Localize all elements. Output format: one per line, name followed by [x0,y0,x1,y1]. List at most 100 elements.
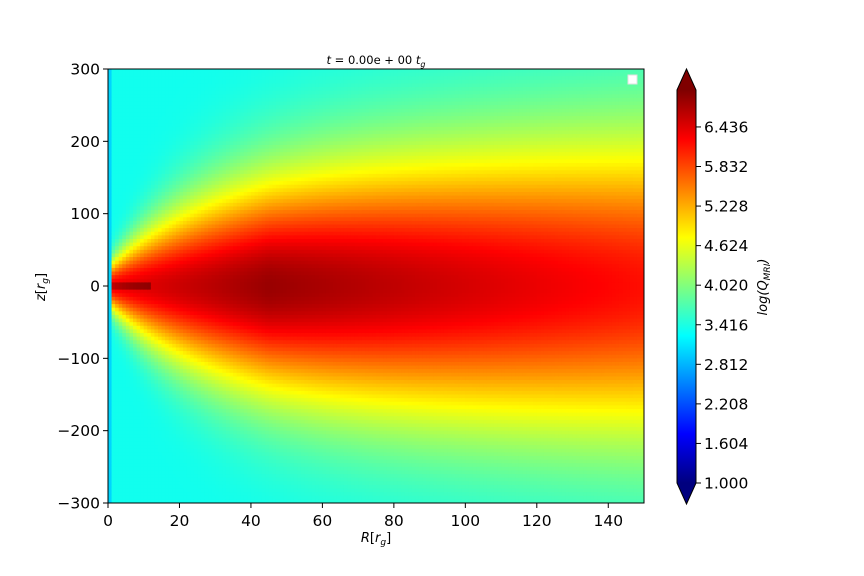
heatmap-cell [179,401,184,406]
heatmap-cell [133,130,138,135]
heatmap-cell [158,224,163,229]
heatmap-cell [140,336,145,341]
heatmap-cell [229,116,234,121]
heatmap-cell [108,253,113,258]
heatmap-cell [186,166,191,171]
heatmap-cell [108,213,113,218]
heatmap-cell [172,166,177,171]
heatmap-cell [215,264,220,269]
heatmap-cell [247,296,252,302]
heatmap-cell [218,416,223,421]
heatmap-cell [208,401,213,406]
heatmap-cell [247,307,252,312]
heatmap-cell [247,405,252,410]
heatmap-cell [204,343,209,349]
heatmap-cell [161,452,166,457]
heatmap-cell [183,376,188,381]
heatmap-cell [229,238,234,244]
heatmap-cell [222,188,227,193]
heatmap-cell [140,126,145,132]
heatmap-cell [250,358,256,363]
heatmap-cell [133,383,138,388]
heatmap-cell [154,477,159,482]
heatmap-cell [150,249,156,255]
heatmap-cell [108,401,113,406]
heatmap-cell [140,372,145,378]
heatmap-cell [197,361,202,367]
heatmap-cell [197,474,202,479]
heatmap-cell [147,333,152,338]
heatmap-cell [243,195,248,200]
heatmap-cell [118,264,123,269]
heatmap-cell [247,289,252,294]
heatmap-cell [147,191,152,197]
heatmap-cell [211,112,216,117]
heatmap-cell [122,358,127,363]
heatmap-cell [179,495,184,500]
heatmap-cell [225,343,231,349]
heatmap-cell [122,445,127,450]
heatmap-cell [186,69,191,74]
heatmap-cell [158,282,163,287]
heatmap-cell [168,246,173,251]
heatmap-cell [233,108,238,113]
heatmap-cell [108,278,113,283]
heatmap-cell [111,87,116,92]
heatmap-cell [215,228,220,233]
heatmap-cell [165,383,170,388]
heatmap-cell [218,181,223,186]
heatmap-cell [136,173,141,179]
heatmap-cell [250,163,256,168]
heatmap-cell [222,286,227,291]
heatmap-cell [115,144,120,150]
heatmap-cell [250,173,256,179]
heatmap-cell [183,412,188,417]
heatmap-cell [240,314,245,320]
heatmap-cell [222,116,227,121]
heatmap-cell [186,343,191,349]
heatmap-cell [122,401,127,406]
heatmap-cell [140,141,145,146]
heatmap-cell [111,199,116,204]
heatmap-cell [147,159,152,164]
heatmap-cell [122,173,127,179]
heatmap-cell [129,220,134,226]
heatmap-cell [175,184,181,189]
heatmap-cell [161,97,166,103]
heatmap-cell [200,300,206,305]
heatmap-cell [197,369,202,374]
heatmap-cell [215,477,220,482]
heatmap-cell [168,369,173,374]
heatmap-cell [158,452,163,457]
heatmap-cell [197,213,202,218]
heatmap-cell [165,296,170,302]
heatmap-cell [243,134,248,139]
heatmap-cell [179,112,184,117]
heatmap-cell [247,304,252,309]
heatmap-cell [133,101,138,106]
heatmap-cell [218,361,223,367]
heatmap-cell [147,238,152,244]
heatmap-cell [240,202,245,208]
heatmap-cell [243,177,248,182]
heatmap-cell [129,141,134,146]
heatmap-cell [136,296,141,302]
heatmap-cell [161,267,166,273]
heatmap-cell [118,210,123,215]
heatmap-cell [140,87,145,92]
heatmap-cell [204,213,209,218]
heatmap-cell [172,383,177,388]
heatmap-cell [215,495,220,500]
heatmap-cell [204,412,209,417]
heatmap-cell [215,466,220,472]
heatmap-cell [147,275,152,280]
heatmap-cell [154,401,159,406]
heatmap-cell [208,488,213,493]
heatmap-cell [147,87,152,92]
heatmap-cell [186,260,191,265]
heatmap-cell [140,130,145,135]
heatmap-cell [161,405,166,410]
heatmap-cell [108,202,113,208]
heatmap-cell [165,188,170,193]
heatmap-cell [175,116,181,121]
